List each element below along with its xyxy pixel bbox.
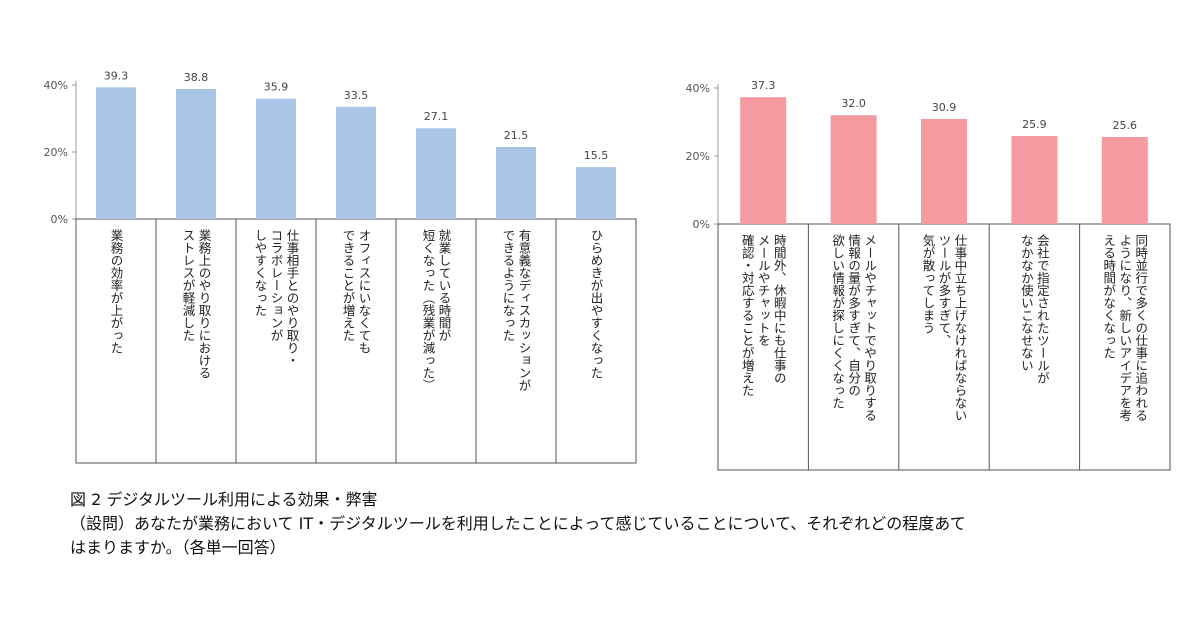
right-bar <box>1011 135 1058 224</box>
left-value-label: 21.5 <box>504 129 529 142</box>
right-category-label: 会社で指定されたツールが <box>1035 234 1050 384</box>
left-category-label: できるようになった <box>501 229 516 342</box>
right-y-tick-label: 40% <box>686 82 710 95</box>
left-y-tick-label: 0% <box>51 213 68 226</box>
left-y-tick-label: 40% <box>44 79 68 92</box>
caption-question-line2: はまりますか。（各単一回答） <box>70 538 286 557</box>
right-category-label: 同時並行で多くの仕事に追われる <box>1133 234 1148 422</box>
left-category-label: ひらめきが出やすくなった <box>589 229 604 379</box>
left-value-label: 27.1 <box>424 110 449 123</box>
left-category-label: オフィスにいなくても <box>357 229 372 354</box>
left-category-label: 仕事相手とのやり取り・ <box>285 229 300 367</box>
caption-question-line1: （設問）あなたが業務において IT・デジタルツールを利用したことによって感じてい… <box>70 514 966 533</box>
left-category-label: しやすくなった <box>253 229 268 317</box>
right-y-tick-label: 20% <box>686 150 710 163</box>
left-value-label: 38.8 <box>184 71 209 84</box>
right-bar <box>921 118 967 224</box>
right-category-label: 時間外、休暇中にも仕事の <box>772 234 787 384</box>
left-category-label: コラボレーションが <box>269 229 284 342</box>
right-y-tick-label: 0% <box>693 218 710 231</box>
left-bar <box>176 89 216 220</box>
right-category-label: 気が散ってしまう <box>921 233 936 334</box>
figure-caption: 図 2 デジタルツール利用による効果・弊害 （設問）あなたが業務において IT・… <box>70 488 1190 560</box>
left-value-label: 33.5 <box>344 89 369 102</box>
left-bar <box>96 87 136 219</box>
right-value-label: 32.0 <box>841 97 866 110</box>
left-bar <box>416 128 456 219</box>
right-value-label: 25.6 <box>1113 119 1138 132</box>
right-value-label: 30.9 <box>932 101 957 114</box>
right-category-label: なかなか使いこなせない <box>1019 234 1034 372</box>
right-category-label: える時間がなくなった <box>1101 234 1116 359</box>
right-category-label: ツールが多すぎて、 <box>937 234 952 347</box>
right-category-label: ようになり、新しいアイデアを考 <box>1117 234 1132 422</box>
right-category-label: 確認・対応することが増えた <box>740 233 755 397</box>
right-bar <box>740 97 787 224</box>
left-category-label: ストレスが軽減した <box>181 229 196 342</box>
left-bar <box>576 167 616 219</box>
left-category-label: 有意義なディスカッションが <box>517 229 532 392</box>
right-value-label: 37.3 <box>751 79 776 92</box>
left-category-label: 就業している時間が <box>437 228 452 342</box>
left-value-label: 15.5 <box>584 149 609 162</box>
right-category-label: 情報の量が多すぎて、自分の <box>846 234 861 397</box>
right-category-label: 仕事中立ち上げなければならない <box>953 234 968 422</box>
right-category-label: 欲しい情報が探しにくくなった <box>830 233 845 409</box>
left-category-label: 業務上のやり取りにおける <box>197 228 212 379</box>
left-y-tick-label: 20% <box>44 146 68 159</box>
left-bar <box>336 106 376 219</box>
left-category-label: できることが増えた <box>341 229 356 342</box>
left-category-label: 業務の効率が上がった <box>109 228 124 354</box>
left-bar <box>256 98 296 219</box>
right-bar <box>830 115 877 224</box>
left-bar <box>496 146 536 219</box>
left-value-label: 39.3 <box>104 69 129 82</box>
right-category-label: メールやチャットでやり取りする <box>862 234 877 422</box>
caption-title: 図 2 デジタルツール利用による効果・弊害 <box>70 490 378 509</box>
right-bar <box>1101 136 1148 224</box>
left-category-label: 短くなった（残業が減った） <box>421 229 436 392</box>
left-value-label: 35.9 <box>264 81 289 94</box>
right-value-label: 25.9 <box>1022 118 1047 131</box>
right-category-label: メールやチャットを <box>756 234 771 347</box>
